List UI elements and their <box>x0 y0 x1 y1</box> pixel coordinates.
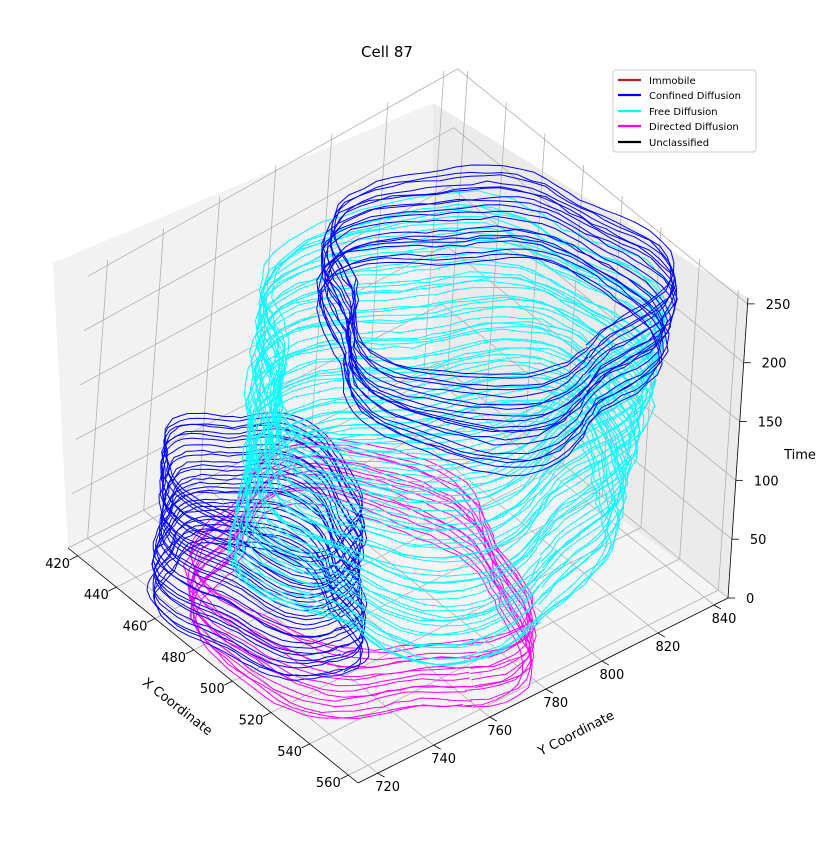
z-grid-line <box>83 127 744 364</box>
trajectory-line <box>158 486 361 626</box>
z-axis-line <box>727 297 749 599</box>
y-tick-label: 720 <box>375 780 400 795</box>
trajectory-line <box>242 364 627 622</box>
legend-label-directed: Directed Diffusion <box>649 122 739 133</box>
trajectory-line <box>162 448 361 591</box>
x-tick-label: 460 <box>123 620 148 635</box>
trajectory-line <box>160 473 360 612</box>
z-tick-label: 250 <box>766 298 791 313</box>
y-tick-mark <box>657 632 666 638</box>
trajectory-line <box>333 171 672 379</box>
x-tick-label: 520 <box>239 714 264 729</box>
trajectory-line <box>254 263 657 503</box>
x-tick-mark <box>340 774 349 780</box>
trajectory-line <box>158 452 364 596</box>
y-tick-mark <box>601 660 610 666</box>
x-tick-mark <box>108 586 117 592</box>
trajectory-line <box>271 203 661 436</box>
legend-label-confined: Confined Diffusion <box>649 91 741 102</box>
x-tick-mark <box>301 743 310 749</box>
trajectory-line <box>161 462 360 603</box>
x-tick-label: 500 <box>200 682 225 697</box>
trajectory-line <box>245 386 616 636</box>
x-tick-mark <box>262 712 272 717</box>
trajectory-line <box>241 400 611 649</box>
x-tick-label: 480 <box>161 651 186 666</box>
legend-box <box>612 69 757 153</box>
trajectory-line <box>245 347 639 600</box>
trajectory-line <box>243 306 656 559</box>
chart-title: Cell 87 <box>361 43 413 61</box>
trajectory-line <box>251 338 633 583</box>
legend-label-unclassified: Unclassified <box>649 138 709 149</box>
x-tick-mark <box>185 649 194 655</box>
trajectory-line <box>323 215 671 433</box>
trajectory-line <box>322 187 677 406</box>
z-tick-label: 0 <box>746 592 754 607</box>
trajectory-line <box>262 204 664 445</box>
z-tick-label: 150 <box>758 416 783 431</box>
z-tick-label: 200 <box>762 357 787 372</box>
trajectory-line <box>331 164 675 375</box>
trajectory-line <box>258 227 665 467</box>
trajectory-line <box>192 482 531 702</box>
y-tick-mark <box>545 688 554 694</box>
x-tick-mark <box>69 555 78 561</box>
trajectory-line <box>319 253 661 468</box>
y-tick-mark <box>377 772 385 778</box>
x-tick-label: 540 <box>277 745 302 760</box>
trajectory-line <box>159 436 368 584</box>
x-tick-label: 440 <box>84 588 109 603</box>
y-tick-mark <box>713 604 722 610</box>
trajectory-line <box>321 199 678 417</box>
trajectory-line <box>254 305 643 550</box>
x-tick-mark <box>146 618 156 623</box>
trajectory-line <box>326 229 668 441</box>
z-axis-label: Time <box>783 448 816 463</box>
y-axis-label: Y Coordinate <box>535 708 617 760</box>
y-tick-label: 740 <box>431 752 456 767</box>
z-tick-label: 50 <box>750 533 767 548</box>
x-tick-label: 420 <box>45 557 70 572</box>
z-grid-line <box>87 68 748 305</box>
y-tick-label: 820 <box>656 640 681 655</box>
trajectory-line <box>330 174 676 387</box>
trajectory-line <box>251 316 641 559</box>
trajectory-line <box>316 240 669 461</box>
trajectory-line <box>188 465 534 687</box>
trajectory-line <box>321 204 676 422</box>
y-tick-label: 800 <box>599 668 624 683</box>
z-grid-line <box>67 362 729 599</box>
y-axis-line <box>357 597 729 784</box>
x-tick-label: 560 <box>316 776 341 791</box>
legend-label-free: Free Diffusion <box>649 107 718 118</box>
y-tick-label: 760 <box>487 724 512 739</box>
y-tick-label: 840 <box>712 612 737 627</box>
z-tick-label: 100 <box>754 474 779 489</box>
y-tick-mark <box>489 716 497 722</box>
trajectory-line <box>321 248 664 464</box>
legend: Immobile Confined Diffusion Free Diffusi… <box>612 69 757 153</box>
y-tick-mark <box>433 744 441 750</box>
trajectory-line <box>188 462 533 681</box>
trajectory-line <box>146 528 370 677</box>
trajectory-line <box>244 328 641 584</box>
trajectory-traces <box>146 164 678 719</box>
y-tick-label: 780 <box>543 696 568 711</box>
trajectory-line <box>257 276 651 512</box>
floor-pane <box>68 380 728 783</box>
legend-label-immobile: Immobile <box>649 76 696 87</box>
x-tick-mark <box>224 680 233 686</box>
trajectory-line <box>189 486 532 708</box>
series-confined-diffusion <box>316 164 678 477</box>
trajectory-line <box>316 256 663 477</box>
trajectory-line <box>160 432 363 580</box>
trajectory-line <box>160 428 366 574</box>
